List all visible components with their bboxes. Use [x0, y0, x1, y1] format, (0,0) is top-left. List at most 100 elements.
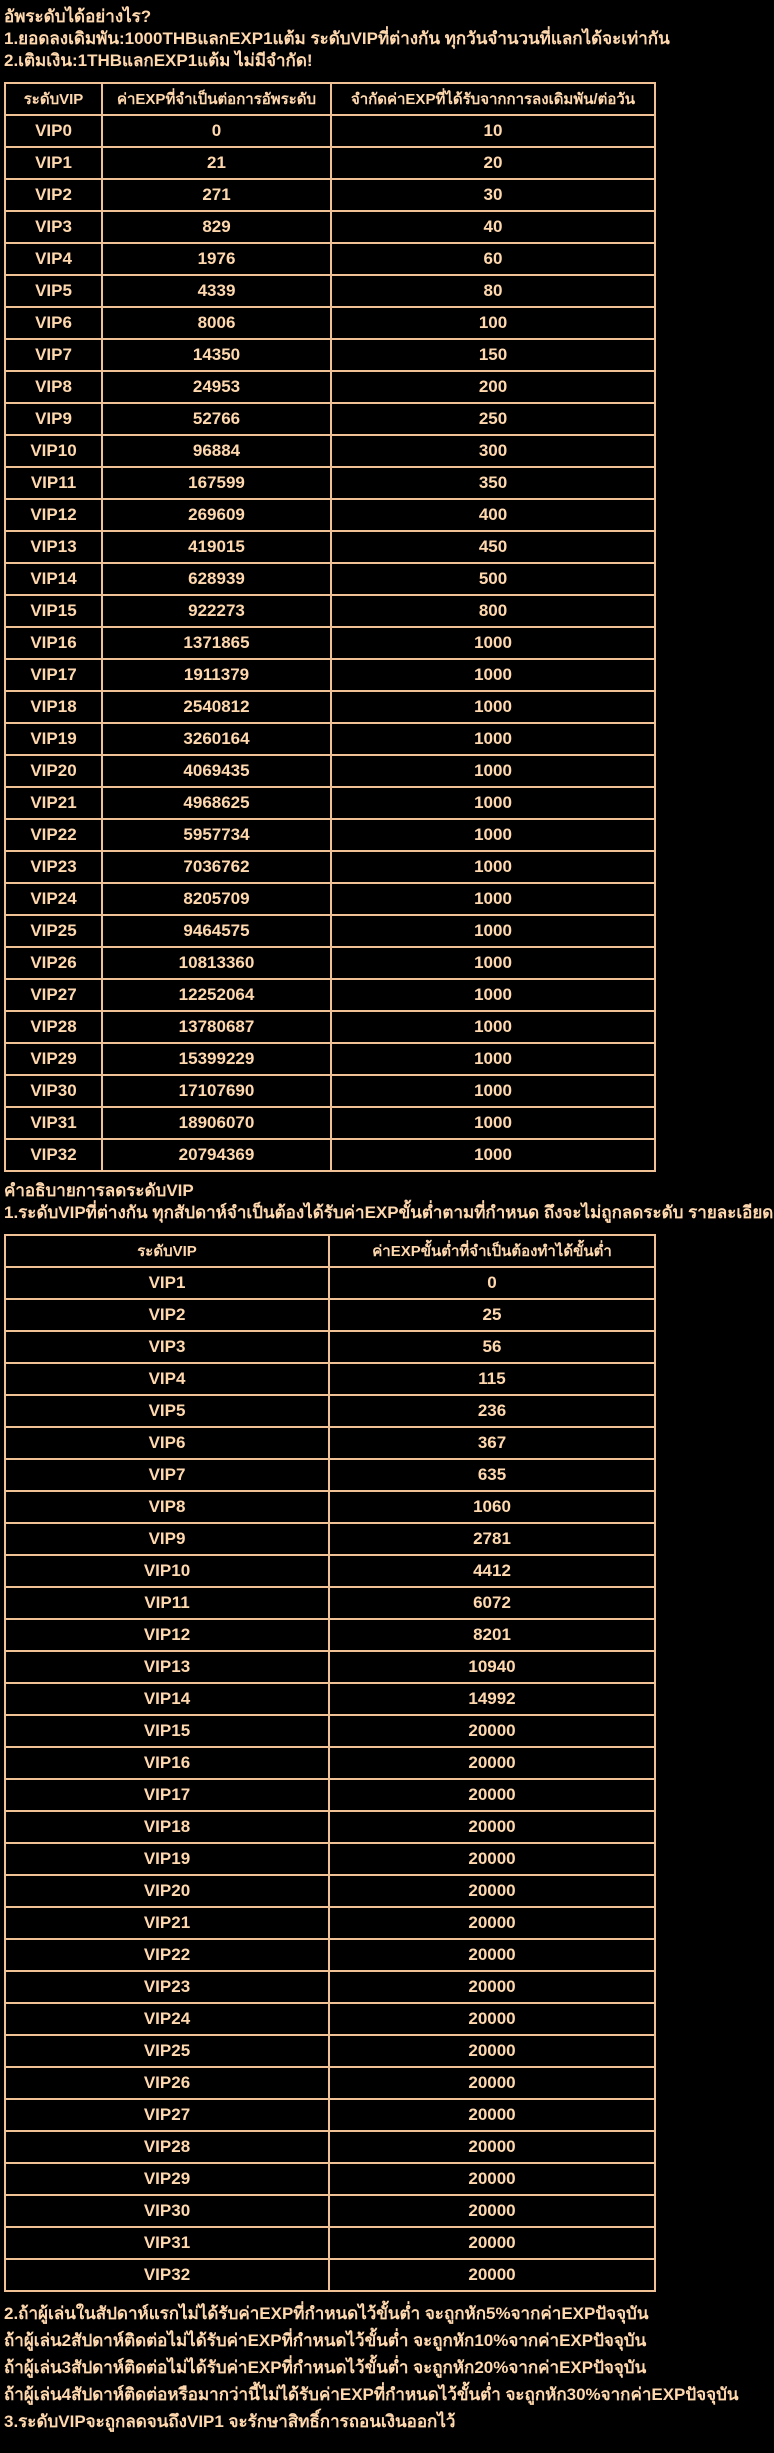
table-row: VIP14 628939 500 [4, 562, 656, 596]
exp-value-cell: 20000 [328, 1842, 656, 1876]
exp-value-cell: 922273 [101, 594, 332, 628]
table-row: VIP11 167599 350 [4, 466, 656, 500]
exp-value-cell: 150 [330, 338, 656, 372]
table-row: VIP18 20000 [4, 1810, 656, 1844]
exp-value-cell: 40 [330, 210, 656, 244]
exp-value-cell: 300 [330, 434, 656, 468]
vip-level-cell: VIP19 [4, 722, 103, 756]
exp-value-cell: 20000 [328, 1714, 656, 1748]
exp-value-cell: 20000 [328, 2258, 656, 2292]
exp-value-cell: 6072 [328, 1586, 656, 1620]
exp-value-cell: 20000 [328, 1970, 656, 2004]
vip-level-cell: VIP25 [4, 2034, 330, 2068]
exp-value-cell: 500 [330, 562, 656, 596]
vip-level-cell: VIP24 [4, 882, 103, 916]
vip-level-cell: VIP31 [4, 2226, 330, 2260]
level-up-rule-1: 1.ยอดลงเดิมพัน:1000THBแลกEXP1แต้ม ระดับV… [4, 29, 670, 48]
exp-value-cell: 15399229 [101, 1042, 332, 1076]
vip-level-cell: VIP20 [4, 1874, 330, 1908]
vip-level-cell: VIP29 [4, 1042, 103, 1076]
vip-level-cell: VIP19 [4, 1842, 330, 1876]
vip-level-cell: VIP2 [4, 178, 103, 212]
exp-value-cell: 1000 [330, 1010, 656, 1044]
table-header-row: ระดับVIP ค่าEXPที่จำเป็นต่อการอัพระดับ จำก… [4, 82, 656, 116]
exp-value-cell: 10940 [328, 1650, 656, 1684]
exp-value-cell: 1000 [330, 914, 656, 948]
vip-level-cell: VIP4 [4, 242, 103, 276]
table-row: VIP1 0 [4, 1266, 656, 1300]
table-row: VIP26 10813360 1000 [4, 946, 656, 980]
exp-value-cell: 80 [330, 274, 656, 308]
table-row: VIP31 20000 [4, 2226, 656, 2260]
table-row: VIP24 8205709 1000 [4, 882, 656, 916]
exp-value-cell: 100 [330, 306, 656, 340]
table-row: VIP0 0 10 [4, 114, 656, 148]
vip-level-cell: VIP13 [4, 1650, 330, 1684]
exp-value-cell: 17107690 [101, 1074, 332, 1108]
table-row: VIP28 13780687 1000 [4, 1010, 656, 1044]
vip-level-cell: VIP1 [4, 146, 103, 180]
vip-level-cell: VIP31 [4, 1106, 103, 1140]
exp-value-cell: 8201 [328, 1618, 656, 1652]
vip-level-cell: VIP18 [4, 1810, 330, 1844]
downgrade-section: คำอธิบายการลดระดับVIP 1.ระดับVIPที่ต่างก… [4, 1180, 774, 1224]
table-row: VIP10 96884 300 [4, 434, 656, 468]
vip-level-cell: VIP28 [4, 2130, 330, 2164]
vip-level-cell: VIP6 [4, 306, 103, 340]
vip-level-cell: VIP29 [4, 2162, 330, 2196]
table-row: VIP19 20000 [4, 1842, 656, 1876]
table-row: VIP10 4412 [4, 1554, 656, 1588]
table-row: VIP29 15399229 1000 [4, 1042, 656, 1076]
downgrade-footnotes: 2.ถ้าผู้เล่นในสัปดาห์แรกไม่ได้รับค่าEXPท… [4, 2300, 774, 2435]
table-row: VIP21 20000 [4, 1906, 656, 1940]
table-row: VIP30 20000 [4, 2194, 656, 2228]
table-row: VIP27 20000 [4, 2098, 656, 2132]
table-header-row: ระดับVIP ค่าEXPขั้นต่ำที่จำเป็นต้องทำได้ข… [4, 1234, 656, 1268]
vip-level-cell: VIP7 [4, 1458, 330, 1492]
exp-value-cell: 14992 [328, 1682, 656, 1716]
downgrade-title: คำอธิบายการลดระดับVIP [4, 1181, 194, 1200]
table-row: VIP13 419015 450 [4, 530, 656, 564]
vip-level-cell: VIP30 [4, 1074, 103, 1108]
table-row: VIP22 5957734 1000 [4, 818, 656, 852]
table-row: VIP32 20794369 1000 [4, 1138, 656, 1172]
exp-value-cell: 25 [328, 1298, 656, 1332]
exp-value-cell: 10 [330, 114, 656, 148]
table-row: VIP8 1060 [4, 1490, 656, 1524]
vip-level-cell: VIP23 [4, 850, 103, 884]
vip-upgrade-table-body: VIP0 0 10 VIP1 21 20 VIP2 271 30 VIP3 829 40 VIP4 197… [4, 114, 656, 1172]
vip-level-cell: VIP3 [4, 210, 103, 244]
table-row: VIP27 12252064 1000 [4, 978, 656, 1012]
vip-upgrade-table: ระดับVIP ค่าEXPที่จำเป็นต่อการอัพระดับ จำก… [4, 82, 656, 1172]
exp-value-cell: 250 [330, 402, 656, 436]
vip-level-cell: VIP3 [4, 1330, 330, 1364]
table-row: VIP3 829 40 [4, 210, 656, 244]
vip-level-cell: VIP30 [4, 2194, 330, 2228]
vip-level-cell: VIP8 [4, 1490, 330, 1524]
table-row: VIP30 17107690 1000 [4, 1074, 656, 1108]
exp-value-cell: 60 [330, 242, 656, 276]
exp-value-cell: 14350 [101, 338, 332, 372]
vip-level-cell: VIP12 [4, 1618, 330, 1652]
table-row: VIP11 6072 [4, 1586, 656, 1620]
vip-level-cell: VIP26 [4, 2066, 330, 2100]
table-row: VIP21 4968625 1000 [4, 786, 656, 820]
exp-value-cell: 2781 [328, 1522, 656, 1556]
table-row: VIP6 8006 100 [4, 306, 656, 340]
vip-level-cell: VIP10 [4, 434, 103, 468]
exp-value-cell: 236 [328, 1394, 656, 1428]
exp-value-cell: 20000 [328, 2066, 656, 2100]
table-row: VIP4 115 [4, 1362, 656, 1396]
table-row: VIP24 20000 [4, 2002, 656, 2036]
table-row: VIP20 20000 [4, 1874, 656, 1908]
vip-level-cell: VIP16 [4, 1746, 330, 1780]
exp-value-cell: 1000 [330, 722, 656, 756]
vip-level-cell: VIP11 [4, 1586, 330, 1620]
table-header-cell: ระดับVIP [4, 1234, 330, 1268]
table-row: VIP19 3260164 1000 [4, 722, 656, 756]
table-row: VIP9 2781 [4, 1522, 656, 1556]
exp-value-cell: 200 [330, 370, 656, 404]
vip-level-cell: VIP0 [4, 114, 103, 148]
table-row: VIP12 8201 [4, 1618, 656, 1652]
vip-level-cell: VIP28 [4, 1010, 103, 1044]
